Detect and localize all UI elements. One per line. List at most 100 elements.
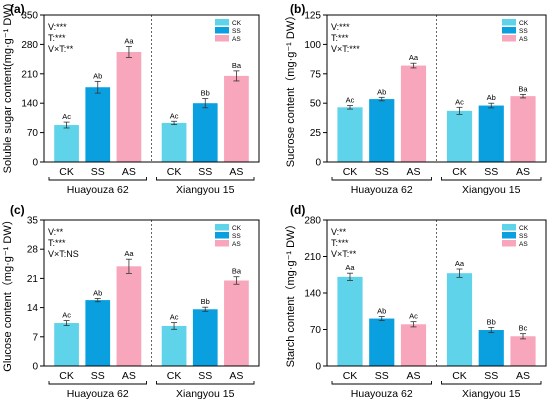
significance-label: Ac [62, 311, 71, 320]
significance-label: Ac [409, 312, 418, 321]
x-tick-label: AS [229, 370, 243, 382]
y-tick-label: 0 [32, 362, 38, 373]
significance-label: Ab [377, 87, 386, 96]
bar-ck [161, 325, 187, 366]
x-tick-label: AS [122, 370, 136, 382]
panel-label: (b) [290, 2, 305, 16]
stats-annotation: T:*** [48, 238, 66, 248]
x-tick-label: AS [406, 370, 420, 382]
x-tick-label: SS [91, 370, 105, 382]
y-tick-label: 14 [27, 303, 39, 314]
bar-ck [54, 323, 79, 366]
legend-label: AS [519, 36, 528, 43]
bar-ck [446, 273, 473, 366]
y-tick-label: 50 [310, 99, 322, 110]
bar-ck [337, 276, 363, 366]
stats-annotation: V:** [48, 227, 64, 237]
y-tick-label: 35 [27, 216, 39, 227]
significance-label: Ba [232, 267, 242, 276]
y-tick-label: 25 [310, 128, 322, 139]
significance-label: Ab [487, 93, 496, 102]
plot-frame [326, 14, 547, 163]
group-label: Xiangyou 15 [176, 184, 235, 196]
bar-ss [478, 330, 504, 366]
group-bracket [156, 381, 255, 385]
x-tick-label: CK [343, 166, 358, 178]
x-tick-label: CK [167, 370, 182, 382]
legend-swatch [502, 232, 516, 239]
y-tick-label: 21 [27, 274, 39, 285]
plot-frame [326, 219, 547, 367]
group-label: Huayouza 62 [351, 184, 413, 196]
stats-annotation: T:*** [331, 33, 349, 43]
legend-label: AS [232, 241, 241, 248]
legend-label: AS [519, 241, 528, 248]
panel-label: (d) [290, 203, 305, 217]
significance-label: Bc [519, 324, 528, 333]
y-tick-label: 350 [21, 11, 38, 22]
x-tick-label: SS [375, 370, 389, 382]
y-tick-label: 75 [310, 69, 322, 80]
legend-label: CK [232, 20, 242, 27]
plot-frame [43, 14, 260, 163]
group-bracket [331, 381, 432, 385]
x-tick-label: CK [452, 370, 467, 382]
bar-as [116, 266, 142, 366]
legend-swatch [502, 35, 516, 42]
bar-ss [369, 318, 395, 366]
significance-label: Aa [409, 53, 419, 62]
x-tick-label: SS [484, 370, 498, 382]
x-tick-label: SS [484, 166, 498, 178]
x-tick-label: CK [59, 370, 74, 382]
legend-swatch [215, 27, 229, 34]
significance-label: Ba [518, 84, 528, 93]
legend-swatch [215, 35, 229, 42]
bar-as [510, 336, 536, 366]
significance-label: Ac [170, 313, 179, 322]
stats-annotation: V:*** [331, 22, 350, 32]
bar-ss [85, 87, 111, 162]
x-tick-label: SS [91, 166, 105, 178]
legend-label: AS [232, 36, 241, 43]
stats-annotation: V×T:** [48, 44, 74, 54]
x-tick-label: SS [198, 370, 212, 382]
panel-d: (d) 0 70 140 210 280 Starch content（mg·g⁻¹ DW）… [284, 203, 547, 400]
y-axis-label: Glucose content（mg·g⁻¹ DW） [1, 214, 14, 371]
bar-ss [478, 105, 504, 162]
legend-label: CK [232, 225, 242, 232]
group-bracket [331, 177, 432, 181]
x-tick-label: CK [452, 166, 467, 178]
x-tick-label: SS [375, 166, 389, 178]
significance-label: Aa [345, 263, 355, 272]
stats-annotation: V:*** [48, 22, 67, 32]
bar-as [400, 324, 427, 366]
legend-label: CK [519, 20, 529, 27]
significance-label: Ab [93, 71, 102, 80]
y-tick-label: 0 [315, 158, 321, 169]
bar-ck [54, 125, 79, 162]
legend-swatch [502, 27, 516, 34]
significance-label: Aa [455, 259, 465, 268]
significance-label: Aa [124, 249, 134, 258]
x-tick-label: AS [516, 166, 530, 178]
group-label: Xiangyou 15 [176, 388, 235, 400]
x-tick-label: AS [229, 166, 243, 178]
legend-swatch [215, 240, 229, 247]
bar-ck [337, 107, 363, 162]
bar-as [224, 75, 249, 162]
legend-swatch [502, 224, 516, 231]
y-tick-label: 140 [21, 99, 38, 110]
y-tick-label: 100 [304, 40, 321, 51]
significance-label: Ac [455, 97, 464, 106]
legend-label: SS [519, 233, 528, 240]
significance-label: Aa [124, 37, 134, 46]
legend-swatch [215, 19, 229, 26]
y-tick-label: 280 [304, 216, 321, 227]
significance-label: Ba [232, 61, 242, 70]
significance-label: Ac [62, 112, 71, 121]
legend-swatch [502, 240, 516, 247]
significance-label: Ac [170, 111, 179, 120]
bar-as [510, 96, 536, 162]
legend-label: CK [519, 225, 529, 232]
